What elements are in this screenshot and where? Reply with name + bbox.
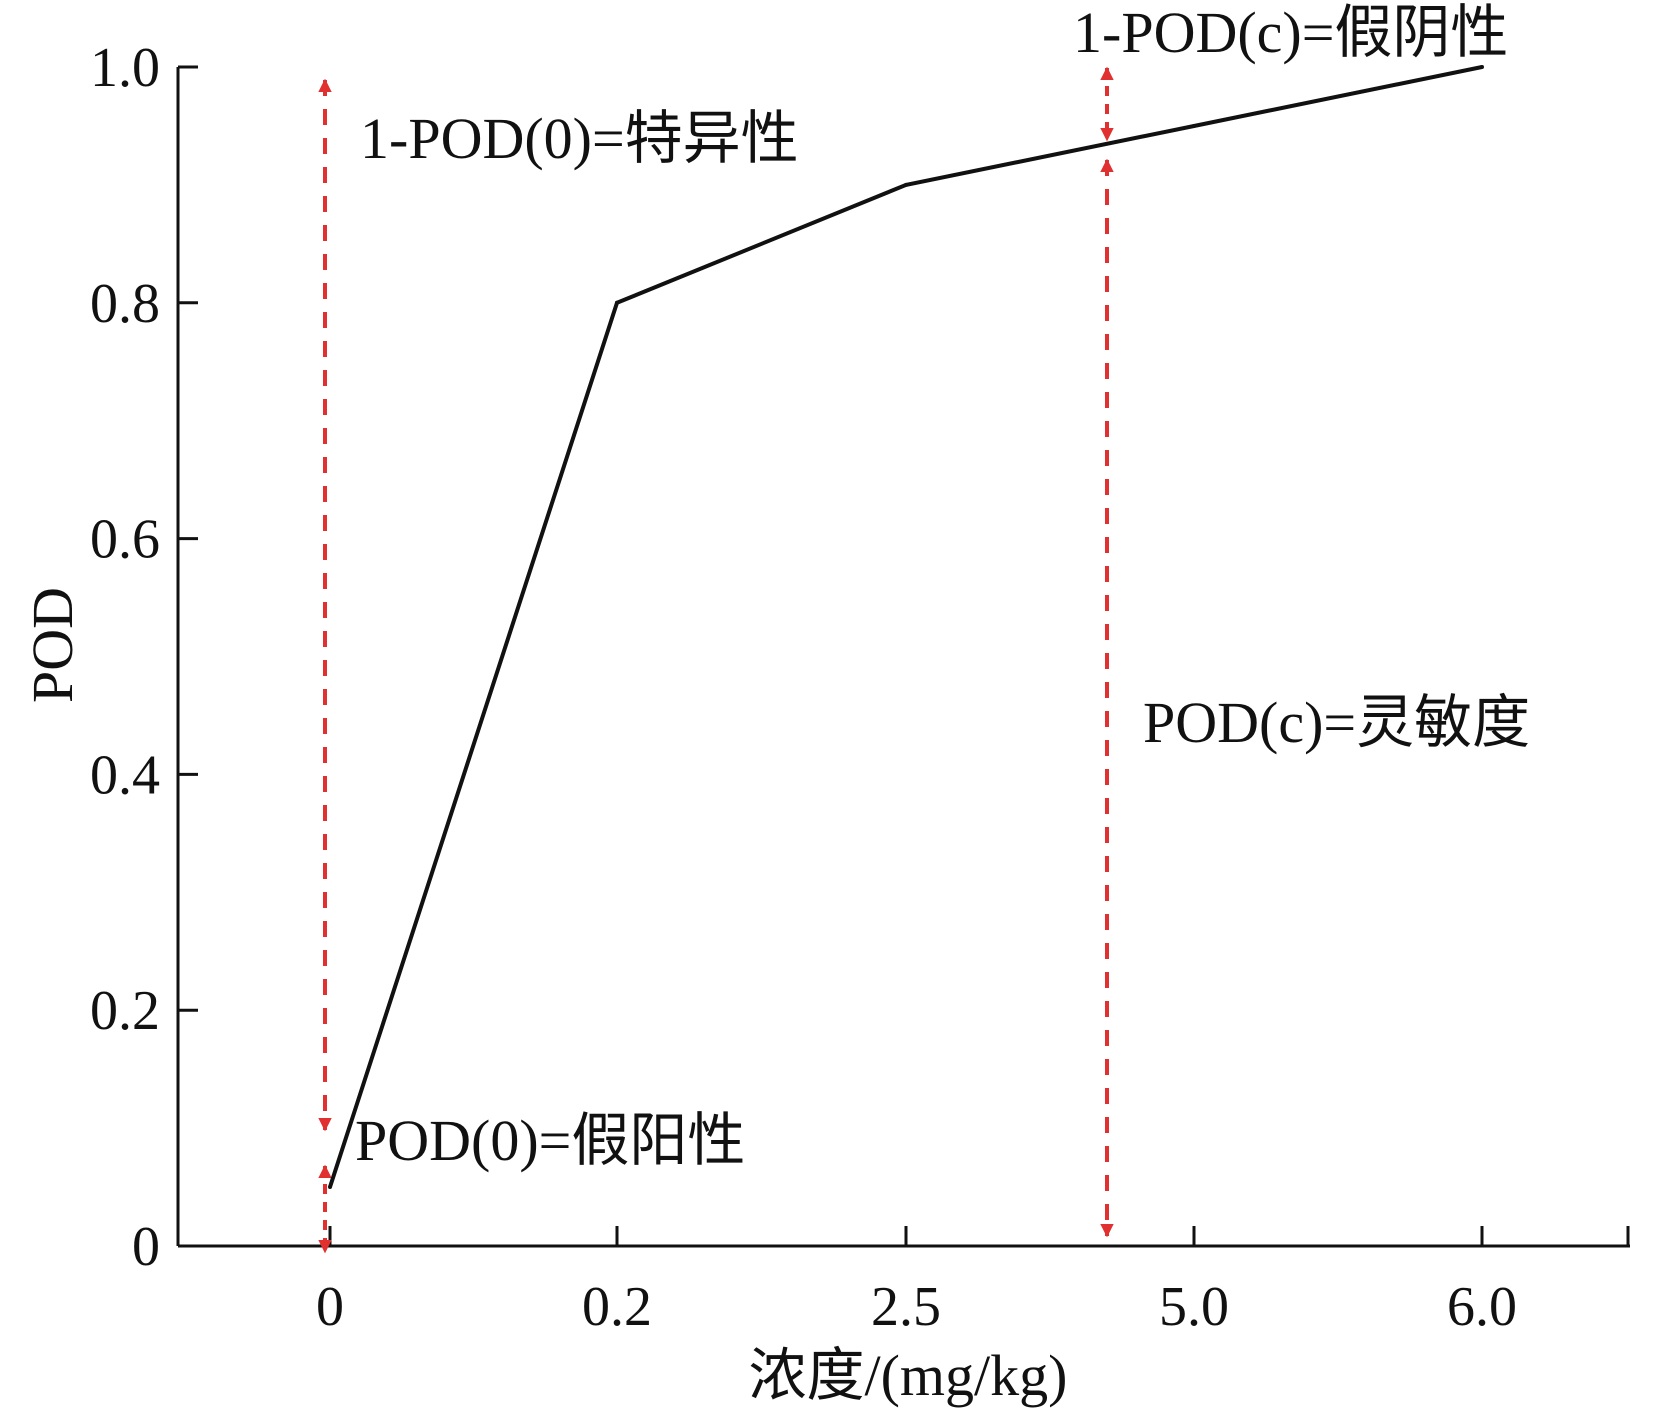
y-axis-ticks: 0 0.2 0.4 0.6 0.8 1.0 [90, 37, 198, 1278]
false-negative-annotation: 1-POD(c)=假阴性 [1073, 0, 1508, 65]
x-tick-label: 0.2 [582, 1276, 652, 1338]
y-axis-title: POD [20, 587, 85, 703]
pod-curve-line [328, 65, 1483, 1188]
pod-data-point [615, 300, 619, 305]
pod-data-point [1192, 123, 1196, 128]
x-tick-label: 0 [316, 1276, 344, 1338]
false-positive-annotation: POD(0)=假阳性 [355, 1108, 745, 1173]
pod-data-point [1480, 65, 1484, 69]
sensitivity-annotation: POD(c)=灵敏度 [1143, 690, 1530, 755]
x-tick-label: 2.5 [871, 1276, 941, 1338]
y-tick-label: 0 [132, 1216, 160, 1278]
x-tick-label: 6.0 [1447, 1276, 1517, 1338]
y-tick-label: 0.2 [90, 980, 160, 1042]
pod-data-point [904, 182, 908, 187]
y-tick-label: 0.8 [90, 273, 160, 335]
x-axis-title: 浓度/(mg/kg) [749, 1343, 1068, 1408]
y-tick-label: 1.0 [90, 37, 160, 99]
pod-data-points [328, 65, 1484, 1190]
y-tick-label: 0.6 [90, 509, 160, 571]
pod-data-point [328, 1185, 332, 1190]
y-tick-label: 0.4 [90, 744, 160, 806]
specificity-annotation: 1-POD(0)=特异性 [360, 106, 799, 171]
x-tick-label: 5.0 [1159, 1276, 1229, 1338]
x-axis-ticks: 0 0.2 2.5 5.0 6.0 [316, 1226, 1630, 1338]
